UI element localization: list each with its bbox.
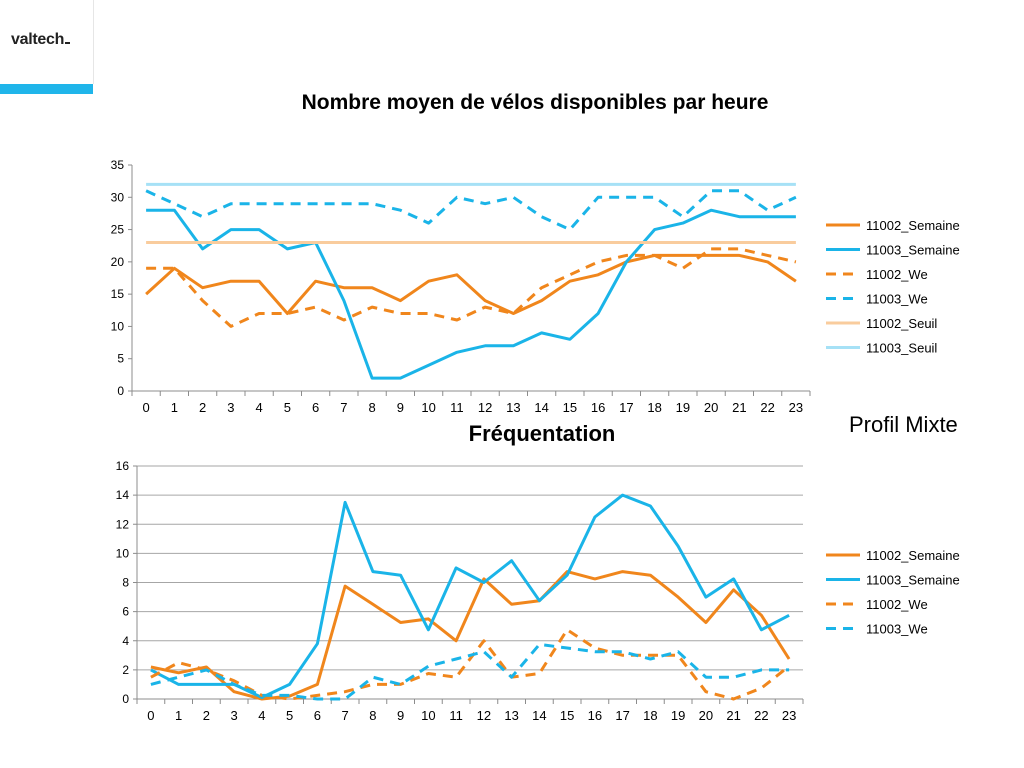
- chart1-legend-label: 11002_Semaine: [866, 218, 960, 233]
- chart2-x-tick-label: 23: [782, 708, 796, 723]
- chart1-y-tick-label: 5: [117, 352, 124, 366]
- chart2-series-line-11002-we: [150, 628, 791, 701]
- chart1-x-tick-label: 11: [450, 400, 464, 415]
- chart1-series-line-11003-semaine: [146, 208, 796, 380]
- chart2-y-tick-label: 8: [122, 576, 129, 590]
- chart1-y-tick-label: 15: [111, 287, 125, 301]
- chart2-x-tick-label: 3: [231, 708, 238, 723]
- chart1-legend-label: 11002_We: [866, 267, 928, 282]
- chart1-series-line-11003-we: [145, 189, 797, 232]
- chart1-y-tick-label: 35: [111, 158, 125, 172]
- chart2-legend-label: 11002_Semaine: [866, 548, 960, 563]
- logo-underscore: [65, 42, 71, 44]
- chart2-x-tick-label: 1: [175, 708, 182, 723]
- chart2-x-tick-label: 15: [560, 708, 574, 723]
- chart2-x-tick-label: 4: [258, 708, 265, 723]
- chart2-x-tick-label: 20: [699, 708, 713, 723]
- chart2-legend-label: 11003_Semaine: [866, 573, 960, 588]
- chart2-series-line-11003-we: [150, 642, 790, 701]
- profile-label: Profil Mixte: [849, 412, 958, 437]
- chart2-x-tick-label: 6: [314, 708, 321, 723]
- chart1-y-tick-label: 25: [111, 223, 125, 237]
- chart2-y-tick-label: 10: [116, 546, 130, 560]
- chart2-x-tick-label: 5: [286, 708, 293, 723]
- chart2-x-tick-label: 17: [615, 708, 629, 723]
- chart1-x-tick-label: 15: [563, 400, 577, 415]
- chart1-x-tick-label: 19: [676, 400, 690, 415]
- chart1-x-tick-label: 6: [312, 400, 319, 415]
- chart1-x-tick-label: 2: [199, 400, 206, 415]
- chart2-x-tick-label: 2: [203, 708, 210, 723]
- chart1-legend-label: 11003_Seuil: [866, 341, 937, 356]
- brand-logo-text: valtech: [11, 31, 65, 48]
- chart1-x-tick-label: 4: [256, 400, 263, 415]
- chart1-legend-label: 11003_Semaine: [866, 243, 960, 258]
- chart1-series-line-11002-semaine: [145, 253, 797, 315]
- chart2-x-tick-label: 16: [588, 708, 602, 723]
- chart2-series-line-11003-semaine: [150, 493, 790, 699]
- chart1-x-tick-label: 22: [760, 400, 774, 415]
- chart2-legend-label: 11002_We: [866, 597, 928, 612]
- chart2-y-tick-label: 0: [122, 692, 129, 706]
- chart2-y-tick-label: 2: [122, 663, 129, 677]
- chart2-x-tick-label: 9: [397, 708, 404, 723]
- header-divider: [93, 0, 94, 84]
- chart1-y-tick-label: 20: [111, 255, 125, 269]
- chart2-x-tick-label: 22: [754, 708, 768, 723]
- chart2-y-tick-label: 16: [116, 459, 130, 473]
- chart1-x-tick-label: 13: [506, 400, 520, 415]
- chart1-x-tick-label: 1: [171, 400, 178, 415]
- chart2-x-tick-label: 0: [147, 708, 154, 723]
- chart1-x-tick-label: 17: [619, 400, 633, 415]
- chart1-x-tick-label: 9: [397, 400, 404, 415]
- chart1-x-tick-label: 3: [227, 400, 234, 415]
- chart-2-title: Fréquentation: [468, 421, 616, 446]
- chart2-y-tick-label: 6: [122, 605, 129, 619]
- chart1-x-tick-label: 21: [732, 400, 746, 415]
- chart2-x-tick-label: 18: [643, 708, 657, 723]
- chart1-y-tick-label: 10: [111, 319, 125, 333]
- chart1-x-tick-label: 10: [421, 400, 435, 415]
- chart1-series-line-11002-we: [146, 247, 797, 328]
- chart2-x-tick-label: 8: [369, 708, 376, 723]
- chart1-x-tick-label: 18: [647, 400, 661, 415]
- chart2-x-tick-label: 19: [671, 708, 685, 723]
- chart1-y-tick-label: 30: [111, 190, 125, 204]
- chart2-x-tick-label: 11: [449, 708, 463, 723]
- chart2-x-tick-label: 13: [504, 708, 518, 723]
- chart2-x-tick-label: 12: [477, 708, 491, 723]
- chart1-x-tick-label: 12: [478, 400, 492, 415]
- chart2-y-tick-label: 14: [116, 488, 130, 502]
- chart2-x-tick-label: 7: [342, 708, 349, 723]
- chart-1-title: Nombre moyen de vélos disponibles par he…: [301, 91, 769, 114]
- chart1-y-tick-label: 0: [117, 384, 124, 398]
- brand-accent-bar: [0, 84, 93, 94]
- chart1-x-tick-label: 5: [284, 400, 291, 415]
- chart1-x-tick-label: 7: [340, 400, 347, 415]
- chart1-x-tick-label: 14: [534, 400, 548, 415]
- chart2-x-tick-label: 10: [421, 708, 435, 723]
- chart2-x-tick-label: 14: [532, 708, 546, 723]
- chart1-x-tick-label: 16: [591, 400, 605, 415]
- brand-logo: valtech: [11, 31, 71, 49]
- chart1-legend-label: 11003_We: [866, 292, 928, 307]
- chart2-series-line-11002-semaine: [150, 570, 791, 701]
- chart2-y-tick-label: 12: [116, 517, 130, 531]
- chart1-x-tick-label: 8: [369, 400, 376, 415]
- chart2-y-tick-label: 4: [122, 634, 129, 648]
- chart1-x-tick-label: 23: [789, 400, 803, 415]
- chart1-x-tick-label: 0: [143, 400, 150, 415]
- chart1-legend-label: 11002_Seuil: [866, 316, 937, 331]
- chart2-legend-label: 11003_We: [866, 622, 928, 637]
- chart1-x-tick-label: 20: [704, 400, 718, 415]
- chart2-x-tick-label: 21: [726, 708, 740, 723]
